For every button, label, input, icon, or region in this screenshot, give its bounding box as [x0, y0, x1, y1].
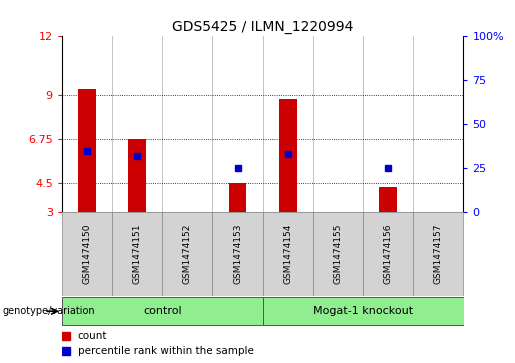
Bar: [162, 212, 212, 296]
Bar: [112, 212, 162, 296]
Text: Mogat-1 knockout: Mogat-1 knockout: [313, 306, 413, 316]
Bar: [212, 212, 263, 296]
Text: GSM1474157: GSM1474157: [434, 224, 443, 284]
Bar: [263, 297, 464, 325]
Bar: [78, 89, 96, 212]
Bar: [229, 183, 246, 212]
Text: GSM1474153: GSM1474153: [233, 224, 242, 284]
Bar: [363, 212, 413, 296]
Text: GSM1474151: GSM1474151: [133, 224, 142, 284]
Bar: [263, 212, 313, 296]
Text: GSM1474155: GSM1474155: [334, 224, 342, 284]
Text: GSM1474154: GSM1474154: [283, 224, 292, 284]
Text: GSM1474152: GSM1474152: [183, 224, 192, 284]
Text: control: control: [143, 306, 181, 316]
Text: count: count: [78, 331, 107, 341]
Bar: [380, 187, 397, 212]
Text: genotype/variation: genotype/variation: [3, 306, 95, 316]
Text: percentile rank within the sample: percentile rank within the sample: [78, 346, 254, 356]
Bar: [413, 212, 464, 296]
Bar: [279, 99, 297, 212]
Text: GSM1474156: GSM1474156: [384, 224, 392, 284]
Text: GSM1474150: GSM1474150: [82, 224, 91, 284]
Bar: [62, 212, 112, 296]
Title: GDS5425 / ILMN_1220994: GDS5425 / ILMN_1220994: [172, 20, 353, 34]
Bar: [313, 212, 363, 296]
Bar: [62, 297, 263, 325]
Bar: [128, 139, 146, 212]
